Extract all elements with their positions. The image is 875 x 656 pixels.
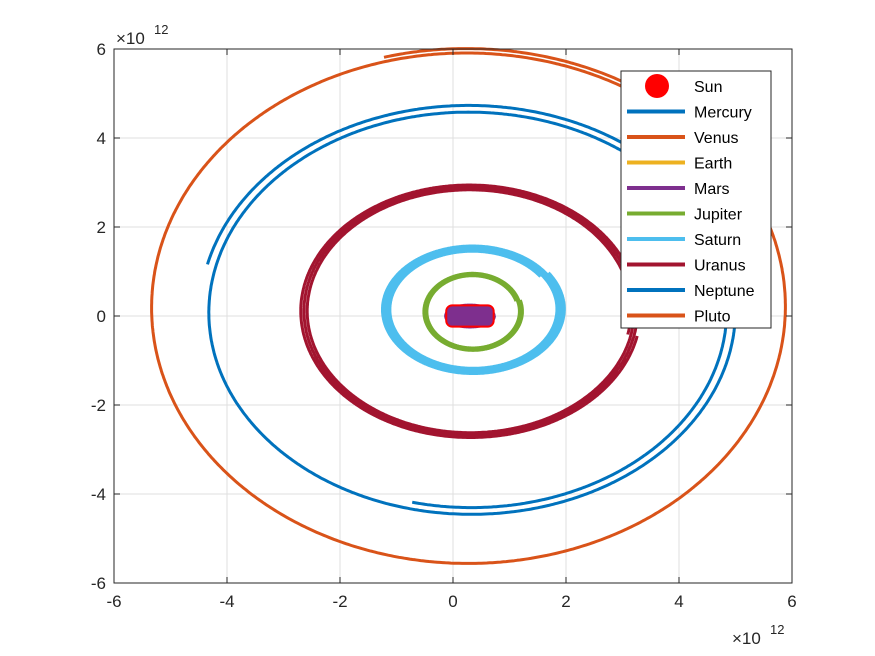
y-tick-label: -2 <box>91 396 106 415</box>
y-tick-label: -6 <box>91 574 106 593</box>
x-tick-label: -4 <box>219 592 234 611</box>
legend-label-pluto: Pluto <box>694 309 731 326</box>
inner-orbits-fill <box>445 304 495 328</box>
legend-label-jupiter: Jupiter <box>694 207 743 224</box>
y-tick-label: 2 <box>97 218 106 237</box>
x-axis-multiplier: ×10 12 <box>732 622 784 648</box>
legend-label-neptune: Neptune <box>694 283 755 300</box>
y-axis-multiplier: ×10 12 <box>116 22 168 48</box>
legend-label-sun: Sun <box>694 79 722 96</box>
legend-label-mercury: Mercury <box>694 105 752 122</box>
legend-label-earth: Earth <box>694 156 732 173</box>
y-tick-label: 6 <box>97 40 106 59</box>
y-tick-label: 0 <box>97 307 106 326</box>
orbit-jupiter <box>422 271 524 352</box>
y-tick-label: -4 <box>91 485 106 504</box>
legend-marker-sun <box>645 74 669 98</box>
x-tick-label: 4 <box>674 592 683 611</box>
orbit-uranus <box>299 183 639 439</box>
x-exponent-text: 12 <box>770 622 784 637</box>
legend: Sun Mercury Venus Earth Mars Jupiter Saturn Ura… <box>620 70 772 329</box>
x-tick-label: 0 <box>448 592 457 611</box>
x-tick-label: 6 <box>787 592 796 611</box>
x-tick-label: -2 <box>332 592 347 611</box>
x-multiplier-text: ×10 <box>732 629 761 648</box>
axis-ticks: -6 -4 -2 0 2 4 6 -6 -4 -2 0 2 4 6 <box>91 40 797 611</box>
center-marks <box>445 304 495 328</box>
x-tick-label: 2 <box>561 592 570 611</box>
legend-label-mars: Mars <box>694 181 730 198</box>
orbit-saturn <box>381 244 566 375</box>
legend-label-uranus: Uranus <box>694 258 746 275</box>
y-exponent-text: 12 <box>154 22 168 37</box>
x-tick-label: -6 <box>106 592 121 611</box>
y-tick-label: 4 <box>97 129 106 148</box>
y-multiplier-text: ×10 <box>116 29 145 48</box>
legend-label-venus: Venus <box>694 130 738 147</box>
legend-box <box>620 70 772 329</box>
legend-label-saturn: Saturn <box>694 232 741 249</box>
